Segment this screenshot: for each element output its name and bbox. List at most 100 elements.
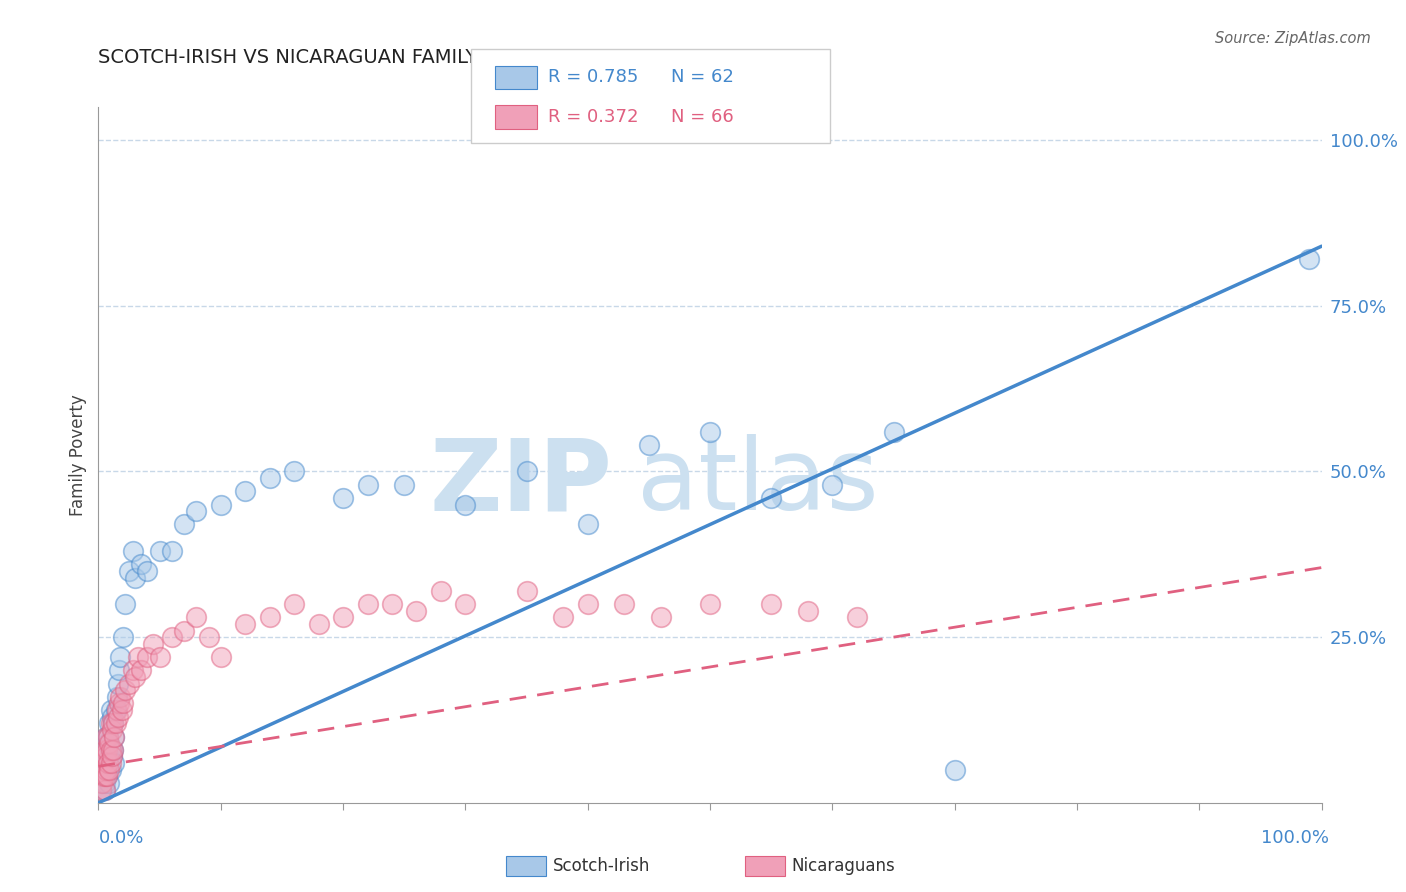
Point <box>943 763 966 777</box>
Point <box>91 769 114 783</box>
Point <box>129 663 152 677</box>
Point <box>118 564 141 578</box>
Point <box>93 743 115 757</box>
Point <box>233 484 256 499</box>
Point <box>90 763 112 777</box>
Point <box>93 782 115 797</box>
Y-axis label: Family Poverty: Family Poverty <box>69 394 87 516</box>
Point <box>91 743 114 757</box>
Point <box>104 703 127 717</box>
Point <box>94 763 117 777</box>
Point <box>110 690 132 704</box>
Text: 100.0%: 100.0% <box>1261 829 1329 847</box>
Point <box>121 544 143 558</box>
Point <box>797 604 820 618</box>
Point <box>160 630 183 644</box>
Point <box>101 749 124 764</box>
Point <box>94 730 117 744</box>
Text: Scotch-Irish: Scotch-Irish <box>553 857 650 875</box>
Point <box>845 610 868 624</box>
Point <box>283 597 305 611</box>
Point <box>650 610 672 624</box>
Point <box>101 716 124 731</box>
Point <box>100 716 122 731</box>
Text: SCOTCH-IRISH VS NICARAGUAN FAMILY POVERTY CORRELATION CHART: SCOTCH-IRISH VS NICARAGUAN FAMILY POVERT… <box>98 48 789 67</box>
Point <box>96 769 118 783</box>
Point <box>100 756 122 770</box>
Point <box>233 616 256 631</box>
Point <box>93 776 115 790</box>
Point <box>91 749 114 764</box>
Point <box>103 730 125 744</box>
Point <box>1298 252 1320 267</box>
Text: N = 66: N = 66 <box>671 108 734 126</box>
Point <box>127 650 149 665</box>
Text: atlas: atlas <box>637 434 879 532</box>
Point <box>91 763 114 777</box>
Point <box>637 438 661 452</box>
Point <box>94 749 117 764</box>
Point <box>91 756 114 770</box>
Point <box>101 723 124 737</box>
Point <box>136 564 159 578</box>
Point <box>356 597 378 611</box>
Point <box>124 570 146 584</box>
Point <box>104 716 127 731</box>
Point <box>332 610 354 624</box>
Point <box>121 663 143 677</box>
Point <box>94 749 117 764</box>
Point <box>91 776 114 790</box>
Point <box>381 597 404 611</box>
Point <box>149 650 172 665</box>
Point <box>142 637 165 651</box>
Point <box>100 743 122 757</box>
Point <box>699 425 721 439</box>
Text: 0.0%: 0.0% <box>98 829 143 847</box>
Point <box>515 465 537 479</box>
Point <box>761 491 783 505</box>
Text: R = 0.372: R = 0.372 <box>548 108 638 126</box>
Point <box>98 749 121 764</box>
Point <box>103 756 125 770</box>
Point <box>356 477 378 491</box>
Point <box>90 782 112 797</box>
Point <box>91 769 114 783</box>
Point <box>129 558 152 572</box>
Point <box>94 730 117 744</box>
Point <box>98 763 121 777</box>
Point <box>97 730 120 744</box>
Point <box>93 782 115 797</box>
Point <box>576 597 599 611</box>
Point <box>308 616 330 631</box>
Point <box>96 756 118 770</box>
Point <box>173 517 195 532</box>
Point <box>97 756 120 770</box>
Point <box>101 716 124 731</box>
Point <box>98 716 121 731</box>
Point <box>107 676 129 690</box>
Point <box>94 763 117 777</box>
Point <box>515 583 537 598</box>
Text: Source: ZipAtlas.com: Source: ZipAtlas.com <box>1215 31 1371 46</box>
Point <box>699 597 721 611</box>
Point <box>96 736 118 750</box>
Point <box>553 610 575 624</box>
Point <box>149 544 172 558</box>
Point <box>105 690 128 704</box>
Point <box>259 471 281 485</box>
Point <box>197 630 219 644</box>
Point <box>114 683 136 698</box>
Point <box>96 743 118 757</box>
Point <box>454 597 477 611</box>
Point <box>576 517 599 532</box>
Point <box>97 730 120 744</box>
Point <box>821 477 844 491</box>
Point <box>111 703 134 717</box>
Point <box>105 703 128 717</box>
Point <box>111 697 134 711</box>
Point <box>173 624 195 638</box>
Point <box>108 697 131 711</box>
Point <box>103 730 125 744</box>
Point <box>107 709 129 723</box>
Point <box>101 743 124 757</box>
